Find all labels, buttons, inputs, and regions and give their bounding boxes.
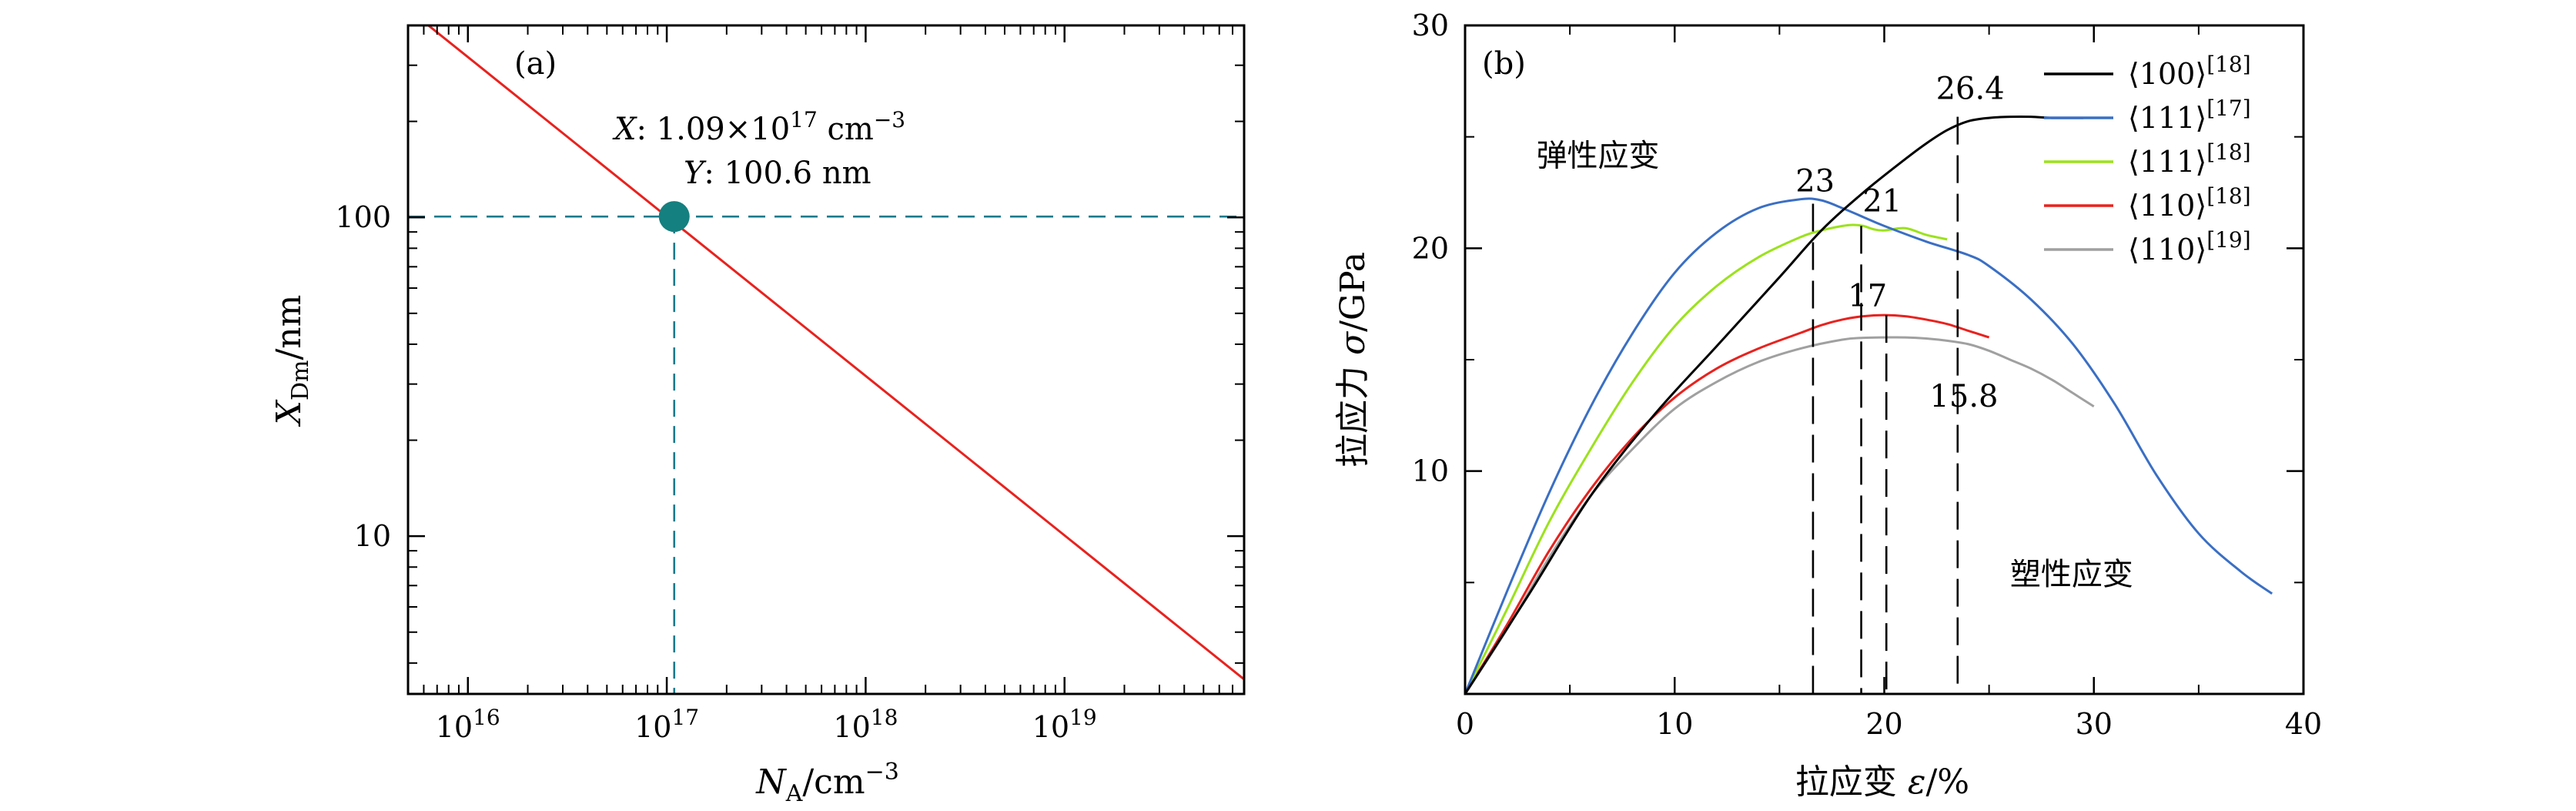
- panel-a-x-axis-title: NA/cm−3: [755, 759, 899, 807]
- series-line-xdm: [427, 25, 1244, 681]
- x-title-unit: /%: [1925, 762, 1969, 802]
- legend-entry-name: ⟨110⟩: [2128, 189, 2206, 223]
- y-title-subscript: Dm: [287, 360, 314, 401]
- y-title-text: 拉应力: [1333, 355, 1373, 467]
- legend-entry-name: ⟨100⟩: [2128, 57, 2206, 91]
- value-label: 23: [1795, 164, 1835, 199]
- x-tick-label-exponent: 16: [473, 705, 500, 730]
- value-label: 17: [1848, 279, 1887, 314]
- panel-b-ticks: 0 10 20 30 40 10 20 30: [1412, 8, 2323, 741]
- x-tick-label-base: 10: [833, 710, 870, 744]
- x-tick-label: 1017: [634, 705, 699, 744]
- legend-entry: ⟨111⟩[18]: [2128, 139, 2251, 179]
- region-label: 弹性应变: [1537, 138, 1660, 173]
- panel-b-x-axis-title: 拉应变 ε/%: [1795, 762, 1969, 802]
- x-tick-label-base: 10: [634, 710, 671, 744]
- y-tick-label: 10: [1412, 454, 1449, 488]
- x-tick-label: 30: [2076, 707, 2113, 741]
- y-title-unit: /nm: [269, 295, 309, 360]
- value-label: 15.8: [1929, 379, 1998, 414]
- y-tick-label: 100: [335, 200, 391, 234]
- annotation-x-unit: cm: [818, 112, 874, 147]
- legend-entry-ref: [18]: [2206, 139, 2250, 165]
- annotation-y-value: : 100.6 nm: [704, 156, 871, 191]
- value-label: 26.4: [1936, 71, 2005, 106]
- x-tick-label: 20: [1865, 707, 1902, 741]
- region-label: 塑性应变: [2010, 557, 2133, 592]
- legend-entry-ref: [19]: [2206, 227, 2250, 253]
- annotation-x-value: : 1.09×10: [636, 112, 790, 147]
- panel-a-y-axis-title: XDm/nm: [269, 295, 314, 427]
- series-line-3: [1465, 313, 1990, 694]
- x-tick-label: 40: [2285, 707, 2322, 741]
- annotation-x-unit-exponent: −3: [874, 107, 905, 132]
- x-title-symbol: ε: [1908, 762, 1926, 802]
- x-title-symbol: N: [755, 762, 787, 802]
- marker-point: [658, 201, 690, 233]
- x-tick-label: 10: [1656, 707, 1693, 741]
- legend-entry: ⟨110⟩[19]: [2128, 227, 2251, 266]
- legend-entry-ref: [18]: [2206, 52, 2250, 77]
- panel-a-annotation-y: Y: 100.6 nm: [684, 156, 871, 191]
- series-line-4: [1465, 336, 2095, 694]
- x-tick-label-base: 10: [1032, 710, 1069, 744]
- x-title-subscript: A: [785, 780, 803, 807]
- value-label: 21: [1862, 184, 1902, 220]
- series-line-2: [1465, 223, 1948, 694]
- legend-entry: ⟨100⟩[18]: [2128, 52, 2251, 91]
- x-tick-label-base: 10: [436, 710, 473, 744]
- x-tick-label-exponent: 18: [871, 705, 898, 730]
- legend-entry: ⟨110⟩[18]: [2128, 183, 2251, 223]
- y-title-unit: /GPa: [1333, 252, 1373, 332]
- panel-a-series-group: [408, 25, 1244, 694]
- y-tick-label: 10: [354, 519, 391, 553]
- x-tick-label: 1016: [436, 705, 500, 744]
- panel-b-y-axis-title: 拉应力 σ/GPa: [1333, 252, 1373, 467]
- legend-entry-ref: [17]: [2206, 96, 2250, 121]
- x-tick-label-exponent: 17: [671, 705, 699, 730]
- series-line-0: [1465, 115, 2084, 694]
- y-title-symbol: σ: [1333, 330, 1373, 355]
- legend-entry-name: ⟨111⟩: [2128, 145, 2206, 179]
- panel-a-annotation-x: X: 1.09×1017 cm−3: [612, 107, 905, 147]
- x-tick-label: 1018: [833, 705, 898, 744]
- panel-a-label: (a): [514, 46, 557, 82]
- x-title-text: 拉应变: [1795, 762, 1908, 802]
- legend-entry-ref: [18]: [2206, 183, 2250, 209]
- series-line-1: [1465, 197, 2273, 694]
- y-tick-label: 20: [1412, 231, 1449, 265]
- x-title-unit: /cm: [802, 762, 865, 802]
- y-tick-label: 30: [1412, 8, 1449, 42]
- panel-a-frame: [406, 24, 1246, 695]
- x-tick-label: 1019: [1032, 705, 1097, 744]
- annotation-y-symbol: Y: [684, 156, 707, 191]
- panel-b-label: (b): [1482, 46, 1526, 82]
- x-tick-label-exponent: 19: [1069, 705, 1097, 730]
- panel-b-series-group: [1465, 115, 2273, 694]
- legend: ⟨100⟩[18]⟨111⟩[17]⟨111⟩[18]⟨110⟩[18]⟨110…: [2044, 52, 2251, 266]
- annotation-x-exponent: 17: [790, 107, 818, 132]
- legend-entry-name: ⟨111⟩: [2128, 101, 2206, 135]
- annotation-x-symbol: X: [612, 112, 637, 147]
- x-title-unit-exponent: −3: [865, 759, 899, 786]
- legend-entry: ⟨111⟩[17]: [2128, 96, 2251, 135]
- panel-a-plot-area: [408, 25, 1244, 694]
- x-tick-label: 0: [1456, 707, 1474, 741]
- y-title-symbol: X: [269, 399, 309, 427]
- legend-entry-name: ⟨110⟩: [2128, 233, 2206, 266]
